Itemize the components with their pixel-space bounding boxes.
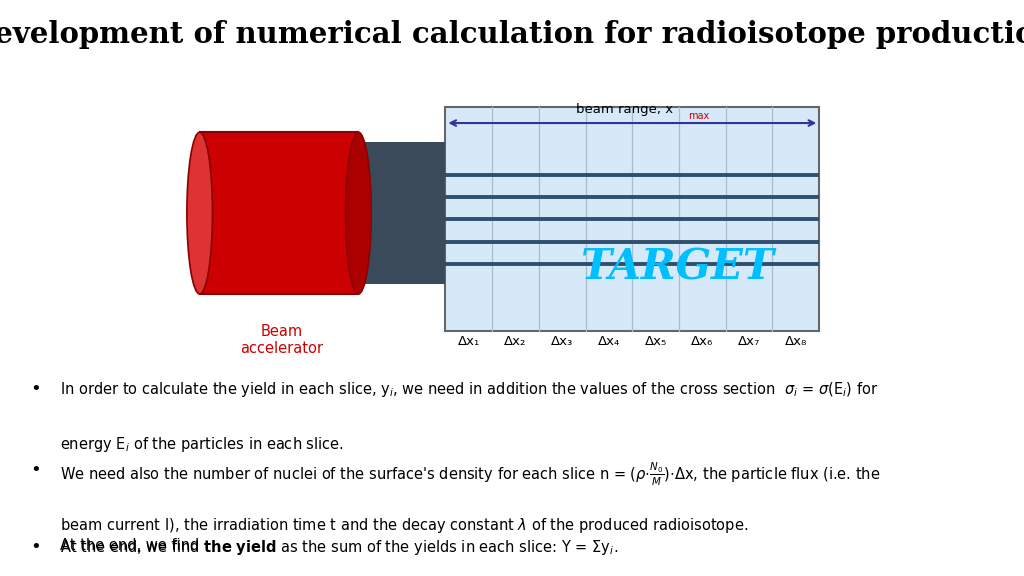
Bar — [358, 142, 445, 285]
Text: TARGET: TARGET — [581, 247, 774, 289]
Bar — [200, 132, 358, 294]
Text: Δx₇: Δx₇ — [738, 335, 760, 348]
Text: Δx₄: Δx₄ — [598, 335, 621, 348]
Text: max: max — [688, 111, 710, 121]
Text: •: • — [31, 461, 41, 479]
Text: Development of numerical calculation for radioisotope production: Development of numerical calculation for… — [0, 20, 1024, 49]
Text: energy E$_i$ of the particles in each slice.: energy E$_i$ of the particles in each sl… — [60, 435, 344, 454]
Ellipse shape — [186, 132, 213, 294]
Text: We need also the number of nuclei of the surface's density for each slice n = ($: We need also the number of nuclei of the… — [60, 461, 881, 488]
Text: At the end, we find $\bf{the\ yield}$ as the sum of the yields in each slice: Y : At the end, we find $\bf{the\ yield}$ as… — [60, 537, 618, 556]
Ellipse shape — [345, 132, 372, 294]
Text: Δx₈: Δx₈ — [784, 335, 807, 348]
Text: At the end, we find: At the end, we find — [60, 537, 204, 552]
Bar — [445, 107, 819, 331]
Text: Δx₃: Δx₃ — [551, 335, 573, 348]
Text: Δx₁: Δx₁ — [458, 335, 480, 348]
Text: In order to calculate the yield in each slice, y$_i$, we need in addition the va: In order to calculate the yield in each … — [60, 380, 879, 399]
Text: Δx₅: Δx₅ — [644, 335, 667, 348]
Text: beam current I), the irradiation time t and the decay constant $\lambda$ of the : beam current I), the irradiation time t … — [60, 516, 749, 535]
Text: •: • — [31, 380, 41, 398]
Text: Beam
accelerator: Beam accelerator — [240, 324, 324, 356]
Text: Δx₆: Δx₆ — [691, 335, 714, 348]
Text: Δx₂: Δx₂ — [505, 335, 526, 348]
Text: beam range, x: beam range, x — [577, 103, 674, 116]
Text: •: • — [31, 537, 41, 556]
